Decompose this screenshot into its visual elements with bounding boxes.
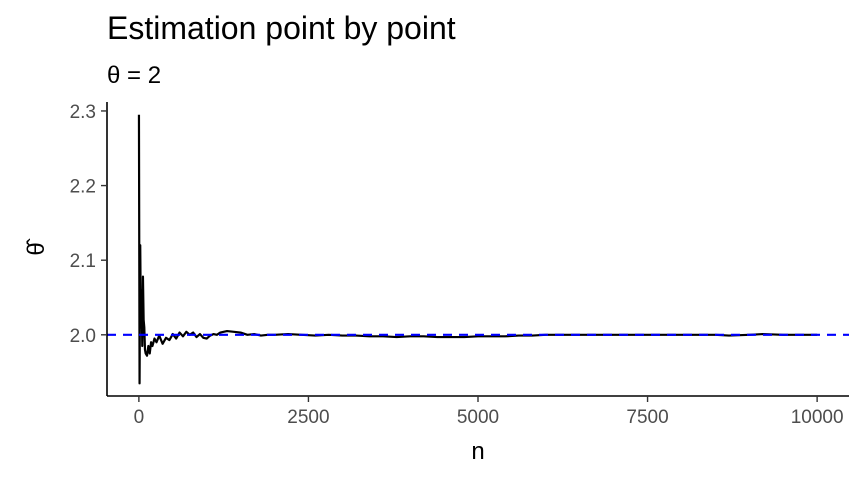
x-tick-label: 0 (134, 407, 145, 428)
y-axis-ticks: 2.0 2.1 2.2 2.3 (70, 102, 107, 347)
y-tick-label: 2.0 (70, 326, 96, 347)
estimate-series-line (137, 114, 818, 385)
x-axis-title: n (471, 438, 484, 465)
y-axis-title: θ̂ (23, 238, 50, 255)
chart-subtitle: θ = 2 (107, 62, 161, 89)
y-tick-label: 2.3 (70, 102, 96, 123)
chart-title: Estimation point by point (107, 10, 456, 46)
x-tick-label: 10000 (791, 407, 844, 428)
y-tick-label: 2.1 (70, 251, 96, 272)
plot-area (107, 114, 849, 385)
x-tick-label: 2500 (287, 407, 329, 428)
x-tick-label: 5000 (457, 407, 499, 428)
x-axis-ticks: 0 2500 5000 7500 10000 (134, 396, 844, 428)
x-tick-label: 7500 (626, 407, 668, 428)
y-tick-label: 2.2 (70, 177, 96, 198)
